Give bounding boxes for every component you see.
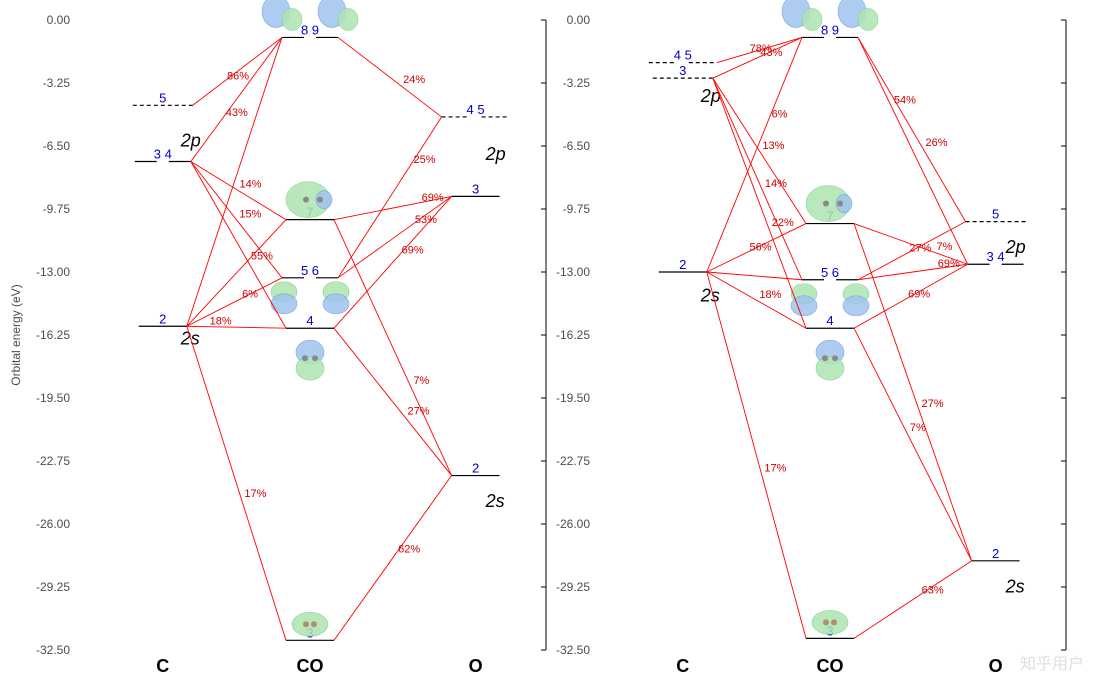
svg-text:-22.75: -22.75 — [556, 454, 590, 468]
svg-text:62%: 62% — [398, 544, 420, 556]
svg-text:13%: 13% — [762, 140, 784, 152]
svg-text:O: O — [989, 656, 1003, 676]
svg-text:0.00: 0.00 — [567, 13, 591, 27]
svg-text:25%: 25% — [414, 154, 436, 166]
svg-text:-19.50: -19.50 — [36, 391, 70, 405]
svg-text:0.00: 0.00 — [47, 13, 71, 27]
svg-text:2p: 2p — [1005, 237, 1026, 257]
svg-text:69%: 69% — [422, 192, 444, 204]
svg-text:4 5: 4 5 — [674, 48, 692, 63]
svg-text:8 9: 8 9 — [301, 22, 319, 37]
svg-text:3: 3 — [472, 181, 479, 196]
svg-text:7%: 7% — [413, 375, 429, 387]
svg-text:2: 2 — [992, 546, 999, 561]
svg-text:O: O — [469, 656, 483, 676]
svg-text:55%: 55% — [251, 251, 273, 263]
svg-text:18%: 18% — [759, 289, 781, 301]
svg-text:-32.50: -32.50 — [556, 643, 590, 657]
svg-text:2: 2 — [159, 311, 166, 326]
svg-text:C: C — [156, 656, 169, 676]
svg-text:-16.25: -16.25 — [36, 328, 70, 342]
mo-diagram-svg: Orbital energy (eV) 0.00 -3.25 -6.50 -9.75 -1… — [0, 0, 1096, 682]
svg-text:27%: 27% — [408, 406, 430, 418]
svg-text:4: 4 — [306, 313, 313, 328]
svg-text:5 6: 5 6 — [821, 265, 839, 280]
svg-text:56%: 56% — [749, 242, 771, 254]
svg-text:5: 5 — [159, 90, 166, 105]
mo-diagram-container: Orbital energy (eV) 0.00 -3.25 -6.50 -9.75 -1… — [0, 0, 1096, 682]
svg-text:2s: 2s — [180, 328, 200, 348]
svg-text:-6.50: -6.50 — [563, 139, 591, 153]
svg-text:-26.00: -26.00 — [36, 517, 70, 531]
svg-text:2p: 2p — [180, 131, 201, 151]
svg-text:4 5: 4 5 — [467, 102, 485, 117]
svg-text:-19.50: -19.50 — [556, 391, 590, 405]
svg-text:3 4: 3 4 — [154, 147, 172, 162]
svg-text:2s: 2s — [485, 491, 505, 511]
svg-text:-9.75: -9.75 — [43, 202, 71, 216]
svg-text:-26.00: -26.00 — [556, 517, 590, 531]
svg-text:-3.25: -3.25 — [43, 76, 71, 90]
svg-text:7%: 7% — [937, 241, 953, 253]
svg-text:26%: 26% — [926, 137, 948, 149]
svg-text:6%: 6% — [772, 109, 788, 121]
svg-text:22%: 22% — [772, 217, 794, 229]
svg-text:69%: 69% — [402, 245, 424, 257]
svg-text:2p: 2p — [485, 144, 506, 164]
svg-text:43%: 43% — [760, 47, 782, 59]
svg-text:-22.75: -22.75 — [36, 454, 70, 468]
svg-text:5 6: 5 6 — [301, 263, 319, 278]
svg-text:2: 2 — [679, 257, 686, 272]
svg-text:C: C — [676, 656, 689, 676]
svg-text:5: 5 — [992, 207, 999, 222]
svg-text:2s: 2s — [1005, 576, 1025, 596]
svg-text:-13.00: -13.00 — [36, 265, 70, 279]
svg-text:15%: 15% — [239, 209, 261, 221]
svg-text:18%: 18% — [210, 316, 232, 328]
svg-text:2s: 2s — [700, 286, 720, 306]
svg-text:3: 3 — [679, 63, 686, 78]
svg-text:2: 2 — [472, 461, 479, 476]
svg-text:69%: 69% — [938, 258, 960, 270]
svg-text:69%: 69% — [908, 288, 930, 300]
svg-text:17%: 17% — [244, 488, 266, 500]
svg-text:CO: CO — [817, 656, 844, 676]
svg-text:3 4: 3 4 — [987, 249, 1005, 264]
svg-text:-9.75: -9.75 — [563, 202, 591, 216]
svg-text:-13.00: -13.00 — [556, 265, 590, 279]
svg-text:-16.25: -16.25 — [556, 328, 590, 342]
svg-text:43%: 43% — [226, 107, 248, 119]
svg-text:8 9: 8 9 — [821, 22, 839, 37]
svg-text:54%: 54% — [894, 94, 916, 106]
svg-text:53%: 53% — [415, 214, 437, 226]
svg-text:-6.50: -6.50 — [43, 139, 71, 153]
svg-text:-32.50: -32.50 — [36, 643, 70, 657]
svg-text:4: 4 — [826, 313, 833, 328]
svg-text:27%: 27% — [922, 398, 944, 410]
svg-text:14%: 14% — [239, 178, 261, 190]
svg-text:63%: 63% — [922, 585, 944, 597]
svg-text:-29.25: -29.25 — [36, 580, 70, 594]
svg-text:14%: 14% — [765, 178, 787, 190]
svg-text:Orbital energy (eV): Orbital energy (eV) — [9, 284, 23, 385]
watermark: 知乎用户 — [1020, 650, 1084, 674]
svg-text:-3.25: -3.25 — [563, 76, 591, 90]
svg-text:6%: 6% — [242, 289, 258, 301]
svg-text:86%: 86% — [227, 71, 249, 83]
svg-text:-29.25: -29.25 — [556, 580, 590, 594]
svg-text:7%: 7% — [910, 422, 926, 434]
svg-text:17%: 17% — [764, 463, 786, 475]
svg-text:24%: 24% — [403, 74, 425, 86]
svg-text:CO: CO — [297, 656, 324, 676]
